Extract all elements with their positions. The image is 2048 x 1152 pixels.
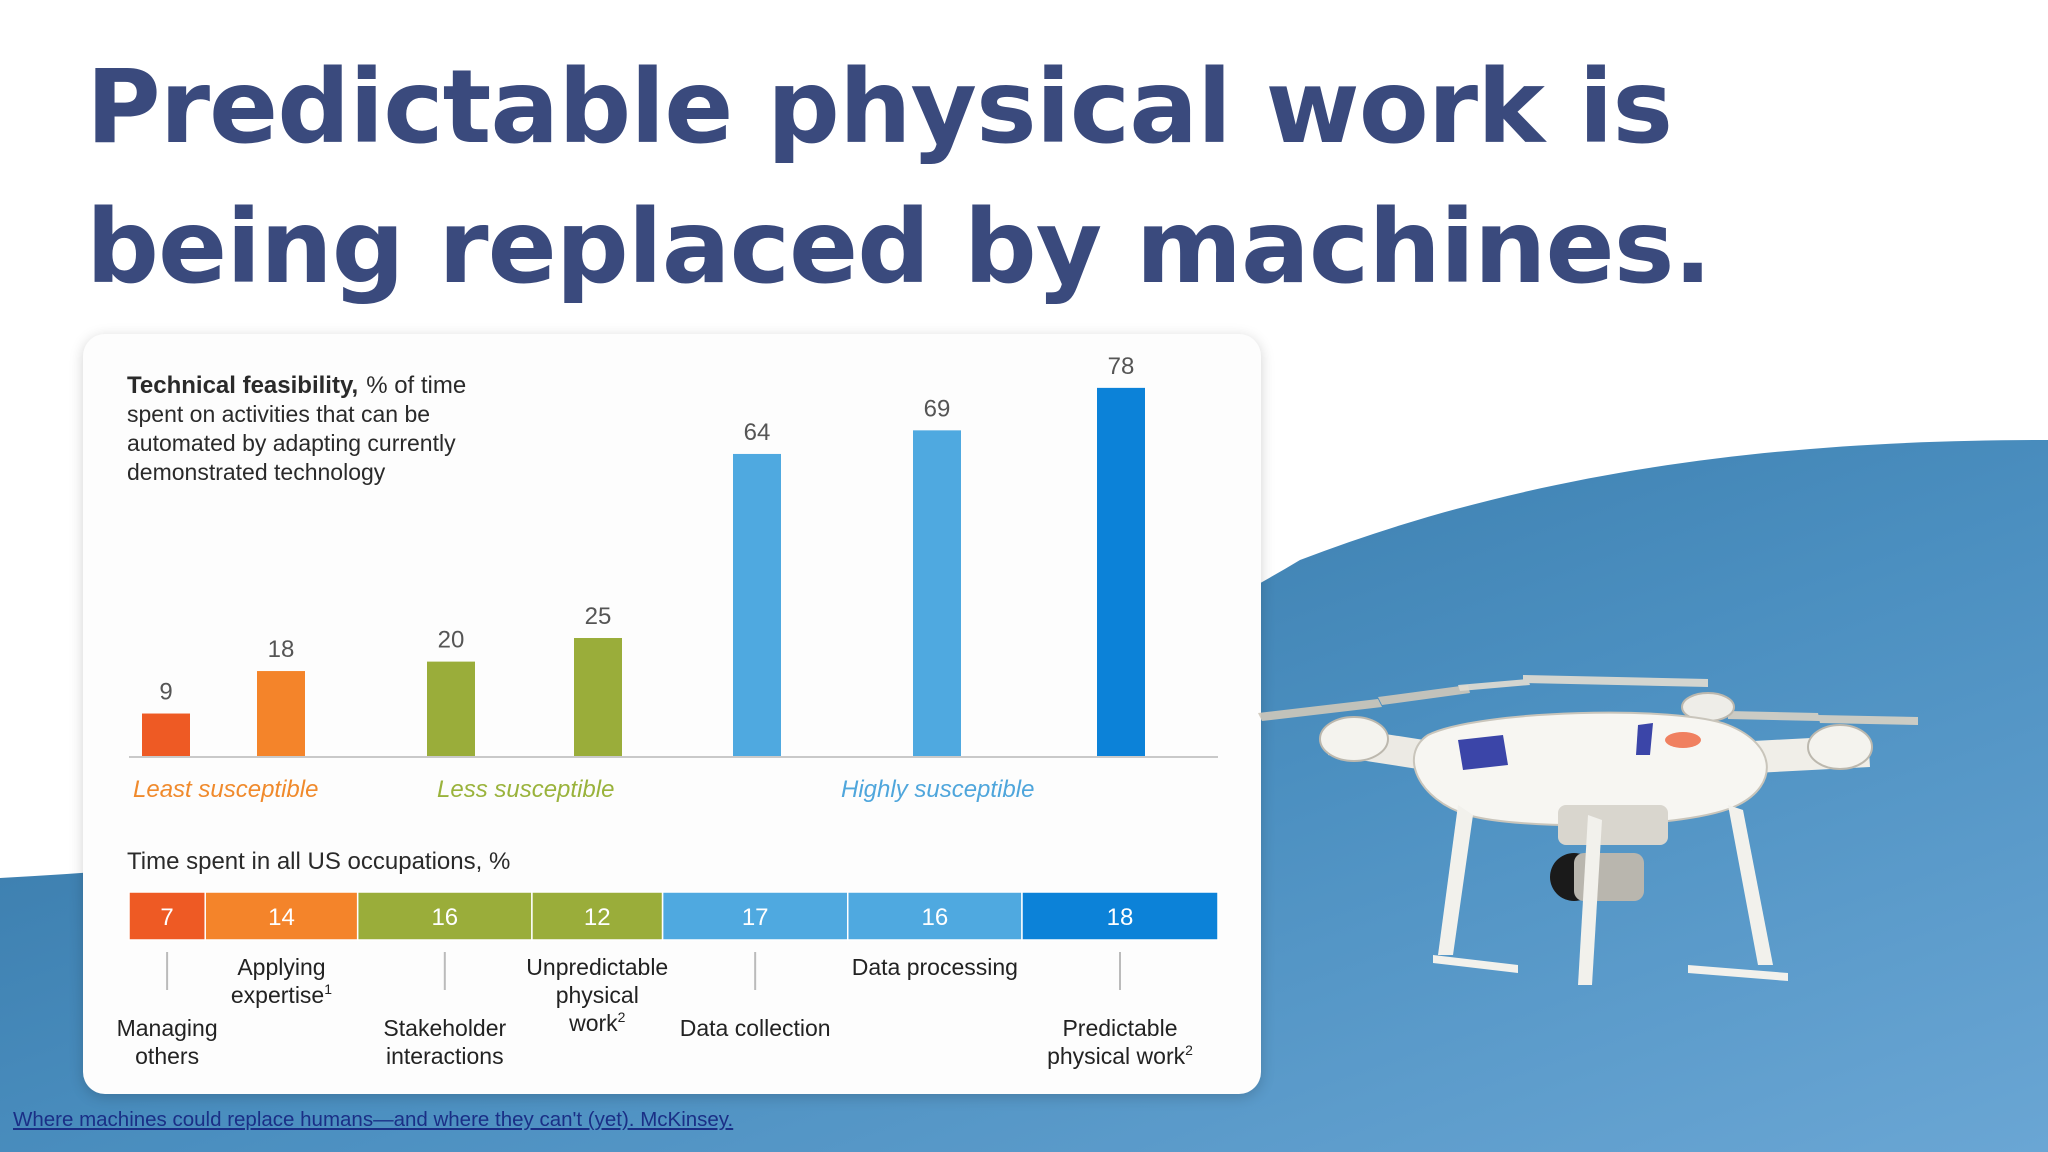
stacked-category-label-1: Managing [117,1015,218,1041]
stacked-value-label: 12 [584,904,611,931]
body-stripe-right [1636,723,1653,755]
body-light [1665,732,1701,748]
stacked-category-label-7: Predictable [1062,1015,1177,1041]
stacked-chart-title: Time spent in all US occupations, % [127,848,510,875]
bar-chart-title: Technical feasibility, % of time [127,372,466,399]
footnote-marker: 1 [324,981,332,997]
group-label-2: Less susceptible [437,776,614,803]
bar-chart-subtitle-line: automated by adapting currently [127,430,456,456]
gimbal [1558,805,1668,845]
stacked-value-label: 7 [160,904,173,931]
bar-value-label: 9 [159,679,172,706]
landing-gear-back [1578,815,1602,985]
stacked-value-label: 16 [431,904,458,931]
stacked-segment-4 [531,891,664,941]
bar-value-label: 64 [744,419,771,446]
footnote-marker: 2 [1185,1042,1193,1058]
stacked-category-label-3: interactions [386,1043,504,1069]
bar-3 [427,661,475,756]
landing-gear-right [1728,805,1773,965]
propeller-left-front [1258,685,1470,721]
bar-2 [257,671,305,756]
landing-gear-left [1438,805,1473,955]
body-stripe-left [1458,735,1508,770]
slide-title: Predictable physical work is being repla… [86,48,1712,307]
motor-left [1319,716,1389,762]
stacked-segment-7 [1021,891,1219,941]
bar-4 [574,638,622,756]
group-label-1: Least susceptible [133,776,318,803]
stacked-category-label-4: work2 [568,1009,626,1036]
stacked-category-label-7: physical work2 [1047,1042,1193,1069]
stacked-category-label-3: Stakeholder [383,1015,506,1041]
chart-card: Technical feasibility, % of time spent on … [83,334,1261,1094]
bar-chart-title-bold: Technical feasibility, [127,372,358,399]
propeller-back [1458,675,1708,691]
bar-7 [1097,387,1145,756]
footnote-marker: 2 [618,1009,626,1025]
stacked-category-label-4: Unpredictable [526,954,668,980]
stacked-segment-1 [128,891,206,941]
propeller-right-front [1728,711,1918,725]
bar-value-label: 78 [1108,353,1135,380]
stacked-segment-6 [846,891,1023,941]
bar-value-label: 18 [268,636,295,663]
bar-value-label: 20 [438,627,465,654]
source-link[interactable]: Where machines could replace humans—and … [13,1108,734,1131]
stacked-category-label-2: Applying [237,954,325,980]
bar-chart-subtitle-line: demonstrated technology [127,459,386,485]
bar-chart-subtitle-line: % of time [366,372,466,399]
bar-1 [142,713,190,756]
stacked-segment-3 [356,891,533,941]
bar-5 [733,453,781,756]
skid-right [1688,965,1788,981]
stacked-category-label-2: expertise1 [231,981,332,1008]
stacked-category-label-5: Data collection [680,1015,831,1041]
stacked-value-label: 16 [922,904,949,931]
group-label-3: Highly susceptible [841,776,1034,803]
stacked-value-label: 18 [1107,904,1134,931]
stacked-category-label-6: Data processing [852,954,1018,980]
drone-photo [1258,675,1918,985]
bar-6 [913,430,961,756]
skid-left [1433,955,1518,973]
bar-chart-subtitle-line: spent on activities that can be [127,401,430,427]
stacked-value-label: 14 [268,904,295,931]
stacked-value-label: 17 [742,904,769,931]
stacked-category-label-1: others [135,1043,199,1069]
bar-value-label: 69 [924,395,951,422]
bar-value-label: 25 [585,603,612,630]
stacked-category-label-4: physical [556,982,639,1008]
motor-right [1807,724,1873,770]
